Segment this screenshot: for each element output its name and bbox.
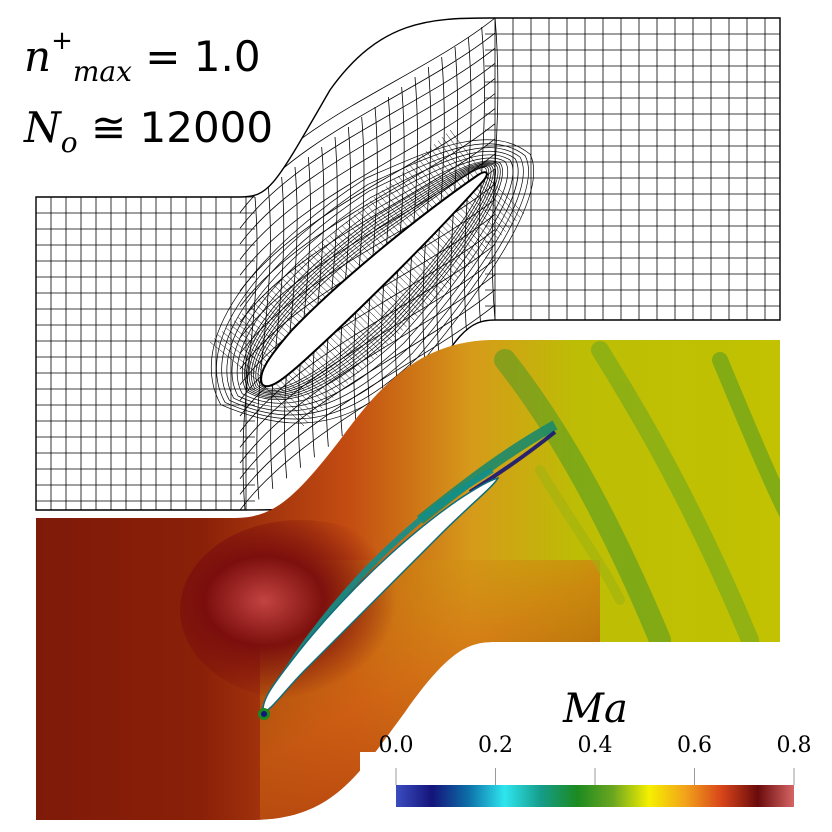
mesh-airfoil xyxy=(260,171,488,388)
mesh-line xyxy=(433,143,468,187)
mesh-line xyxy=(239,47,496,229)
mach-field-airfoil xyxy=(262,476,500,713)
cell-count-value: ≅ 12000 xyxy=(90,103,274,152)
colorbar-ticks xyxy=(395,768,795,785)
mesh-panel xyxy=(35,17,781,511)
mesh-line xyxy=(217,334,270,378)
mesh-line xyxy=(474,178,517,222)
colorbar-tick-label: 0.0 xyxy=(378,733,414,758)
cell-count-subscript: o xyxy=(60,126,78,159)
colorbar-tick-label: 0.2 xyxy=(478,733,513,758)
mesh-line xyxy=(421,154,457,197)
mach-field-wake-bands xyxy=(494,341,780,651)
mesh-line xyxy=(253,165,492,393)
mesh-line xyxy=(441,136,475,180)
mesh-line xyxy=(239,123,496,307)
mesh-line xyxy=(255,166,490,391)
max-normal-annotation: n+max = 1.0 xyxy=(24,26,261,88)
mesh-line xyxy=(437,140,472,183)
max-normal-superscript: + xyxy=(51,26,73,56)
mesh-line xyxy=(221,147,524,416)
colorbar-title: Ma xyxy=(563,686,628,732)
colorbar-tick-label: 0.8 xyxy=(776,733,812,758)
mesh-line xyxy=(413,161,450,204)
mesh-line xyxy=(257,167,487,390)
mesh-line xyxy=(449,129,483,173)
cell-count-symbol: N xyxy=(24,103,61,152)
mesh-line xyxy=(429,147,464,190)
mesh-line xyxy=(265,380,308,423)
mesh-line xyxy=(213,338,266,381)
mesh-line xyxy=(242,196,258,510)
mesh-domain-background xyxy=(36,18,780,510)
mach-field-acceleration-zone xyxy=(180,520,420,700)
mesh-line xyxy=(467,185,510,229)
mesh-line xyxy=(405,168,442,212)
mesh-line xyxy=(216,143,529,420)
mesh-line xyxy=(239,289,496,479)
colorbar-tick-label: 0.4 xyxy=(577,733,613,758)
colorbar xyxy=(360,752,820,822)
mesh-line xyxy=(481,171,525,215)
mesh-line xyxy=(478,175,521,218)
mesh-line xyxy=(246,162,499,397)
mesh-line xyxy=(210,139,535,424)
mesh-line xyxy=(239,78,496,260)
mesh-line xyxy=(470,182,514,225)
mesh-line xyxy=(297,156,311,468)
mesh-line xyxy=(248,163,496,396)
mesh-line xyxy=(256,186,271,500)
colorbar-tick-label: 0.6 xyxy=(677,733,712,758)
mesh-line xyxy=(239,259,496,448)
mesh-line xyxy=(244,161,501,399)
cell-count-annotation: No ≅ 12000 xyxy=(24,103,273,159)
mesh-line xyxy=(226,150,519,412)
colorbar-ramp xyxy=(396,785,794,807)
max-normal-value: = 1.0 xyxy=(145,32,261,81)
mesh-line xyxy=(409,165,446,208)
mesh-line xyxy=(284,166,298,479)
mesh-line xyxy=(261,383,305,427)
mesh-line xyxy=(209,341,263,385)
mesh-line xyxy=(463,189,506,232)
mesh-line xyxy=(239,108,496,292)
mesh-line xyxy=(417,158,453,201)
mesh-line xyxy=(239,62,496,245)
max-normal-symbol: n xyxy=(24,32,52,81)
mesh-line xyxy=(236,157,509,404)
mesh-line xyxy=(250,164,494,394)
mesh-line xyxy=(239,93,496,276)
mesh-line xyxy=(445,133,479,176)
max-normal-subscript: max xyxy=(72,55,132,88)
mesh-line xyxy=(425,151,461,194)
